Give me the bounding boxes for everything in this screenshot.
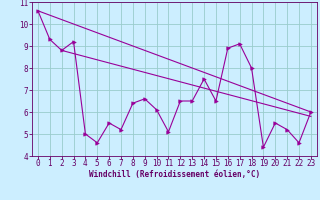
X-axis label: Windchill (Refroidissement éolien,°C): Windchill (Refroidissement éolien,°C) <box>89 170 260 179</box>
